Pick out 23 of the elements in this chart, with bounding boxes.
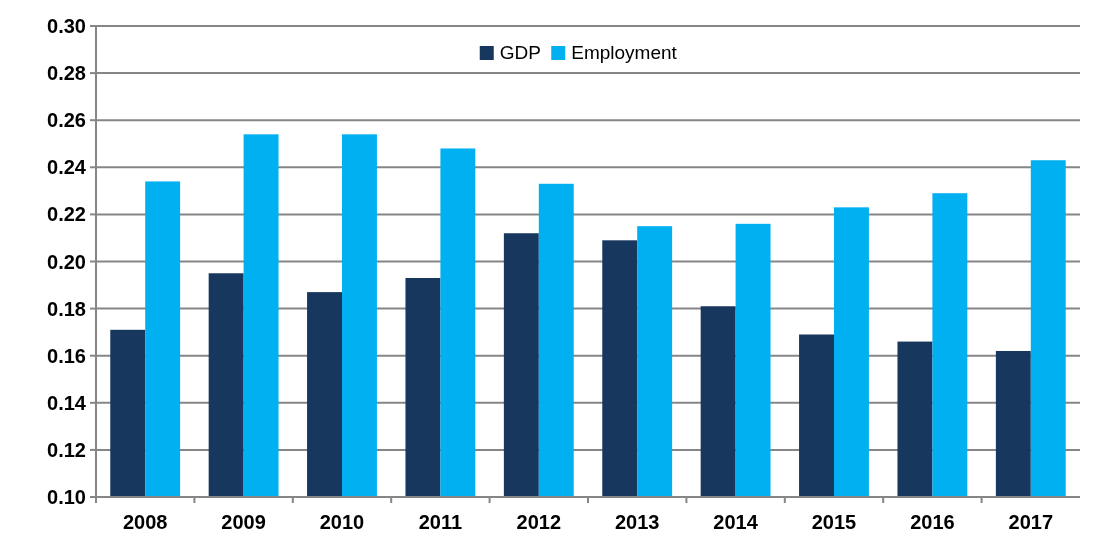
y-tick-label: 0.20 — [47, 250, 86, 273]
x-tick-label: 2009 — [221, 511, 266, 533]
legend-label: GDP — [499, 42, 541, 63]
x-tick-label: 2010 — [319, 511, 365, 533]
y-tick-label: 0.12 — [47, 438, 86, 461]
legend-label: Employment — [571, 42, 678, 63]
x-tick-label: 2016 — [910, 511, 955, 533]
y-tick-label: 0.28 — [47, 62, 86, 85]
x-tick-label: 2014 — [713, 511, 759, 533]
y-tick-label: 0.26 — [47, 109, 86, 132]
x-tick-label: 2015 — [811, 511, 857, 533]
y-tick-label: 0.30 — [47, 15, 86, 37]
y-tick-label: 0.10 — [47, 486, 86, 508]
y-tick-label: 0.16 — [47, 344, 86, 367]
y-tick-label: 0.24 — [47, 156, 87, 179]
y-tick-label: 0.18 — [47, 297, 86, 320]
y-tick-label: 0.22 — [47, 203, 86, 226]
x-tick-label: 2011 — [418, 511, 463, 533]
x-tick-label: 2012 — [516, 511, 562, 533]
x-tick-label: 2017 — [1008, 511, 1054, 533]
x-tick-label: 2008 — [122, 511, 168, 533]
x-tick-label: 2013 — [614, 511, 660, 533]
y-tick-label: 0.14 — [47, 391, 87, 414]
